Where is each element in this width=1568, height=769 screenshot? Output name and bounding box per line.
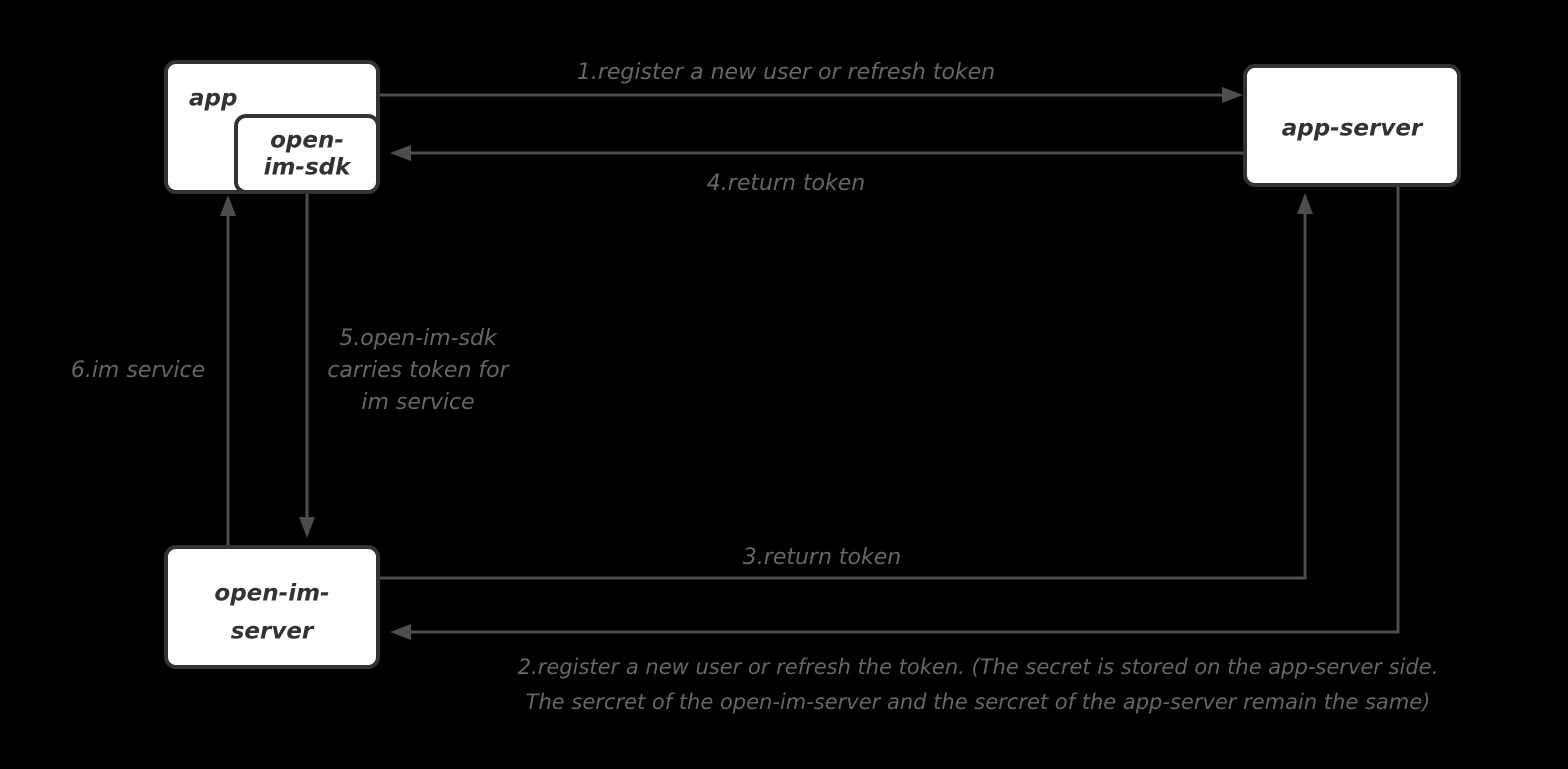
edge-5-label-line3: im service	[361, 390, 474, 415]
node-open-im-server[interactable]: open-im- server	[164, 545, 380, 669]
node-open-im-sdk-label-line2: im-sdk	[264, 155, 353, 181]
edge-4-label: 4.return token	[707, 171, 865, 196]
node-app-label: app	[189, 86, 237, 112]
edge-2-register-refresh-token: 2.register a new user or refresh the tok…	[390, 185, 1438, 714]
node-open-im-server-label-line2: server	[231, 619, 315, 645]
edge-6-label: 6.im service	[71, 358, 205, 383]
node-open-im-sdk-box[interactable]	[234, 114, 380, 194]
node-app-server-label: app-server	[1282, 116, 1424, 142]
edge-3-label: 3.return token	[743, 545, 901, 570]
edge-5-sdk-carries-token: 5.open-im-sdk carries token for im servi…	[299, 192, 511, 538]
node-open-im-server-label-line1: open-im-	[214, 581, 329, 607]
edge-5-label-line2: carries token for	[327, 358, 510, 383]
edge-2-label-line1: 2.register a new user or refresh the tok…	[518, 655, 1439, 679]
edge-3-arrowhead	[1297, 193, 1313, 214]
edge-2-arrowhead	[390, 624, 411, 640]
node-open-im-server-box[interactable]	[164, 545, 380, 669]
edge-3-return-token: 3.return token	[378, 193, 1313, 580]
edge-4-arrowhead	[390, 145, 411, 161]
edge-6-im-service: 6.im service	[71, 195, 236, 547]
edge-5-arrowhead	[299, 517, 315, 538]
node-app-server-box[interactable]	[1243, 64, 1461, 187]
edge-2-line	[407, 185, 1400, 634]
edge-6-arrowhead	[220, 195, 236, 216]
node-open-im-sdk[interactable]: open- im-sdk	[234, 114, 380, 194]
node-open-im-sdk-label-line1: open-	[270, 128, 344, 154]
edge-4-return-token: 4.return token	[390, 145, 1245, 196]
edge-2-label-line2: The sercret of the open-im-server and th…	[526, 690, 1431, 714]
edge-1-register-user: 1.register a new user or refresh token	[378, 60, 1243, 103]
edge-1-label: 1.register a new user or refresh token	[577, 60, 995, 85]
edge-3-line	[378, 210, 1307, 580]
edge-5-label-line1: 5.open-im-sdk	[339, 326, 498, 351]
node-app-server[interactable]: app-server	[1243, 64, 1461, 187]
edge-1-arrowhead	[1222, 87, 1243, 103]
